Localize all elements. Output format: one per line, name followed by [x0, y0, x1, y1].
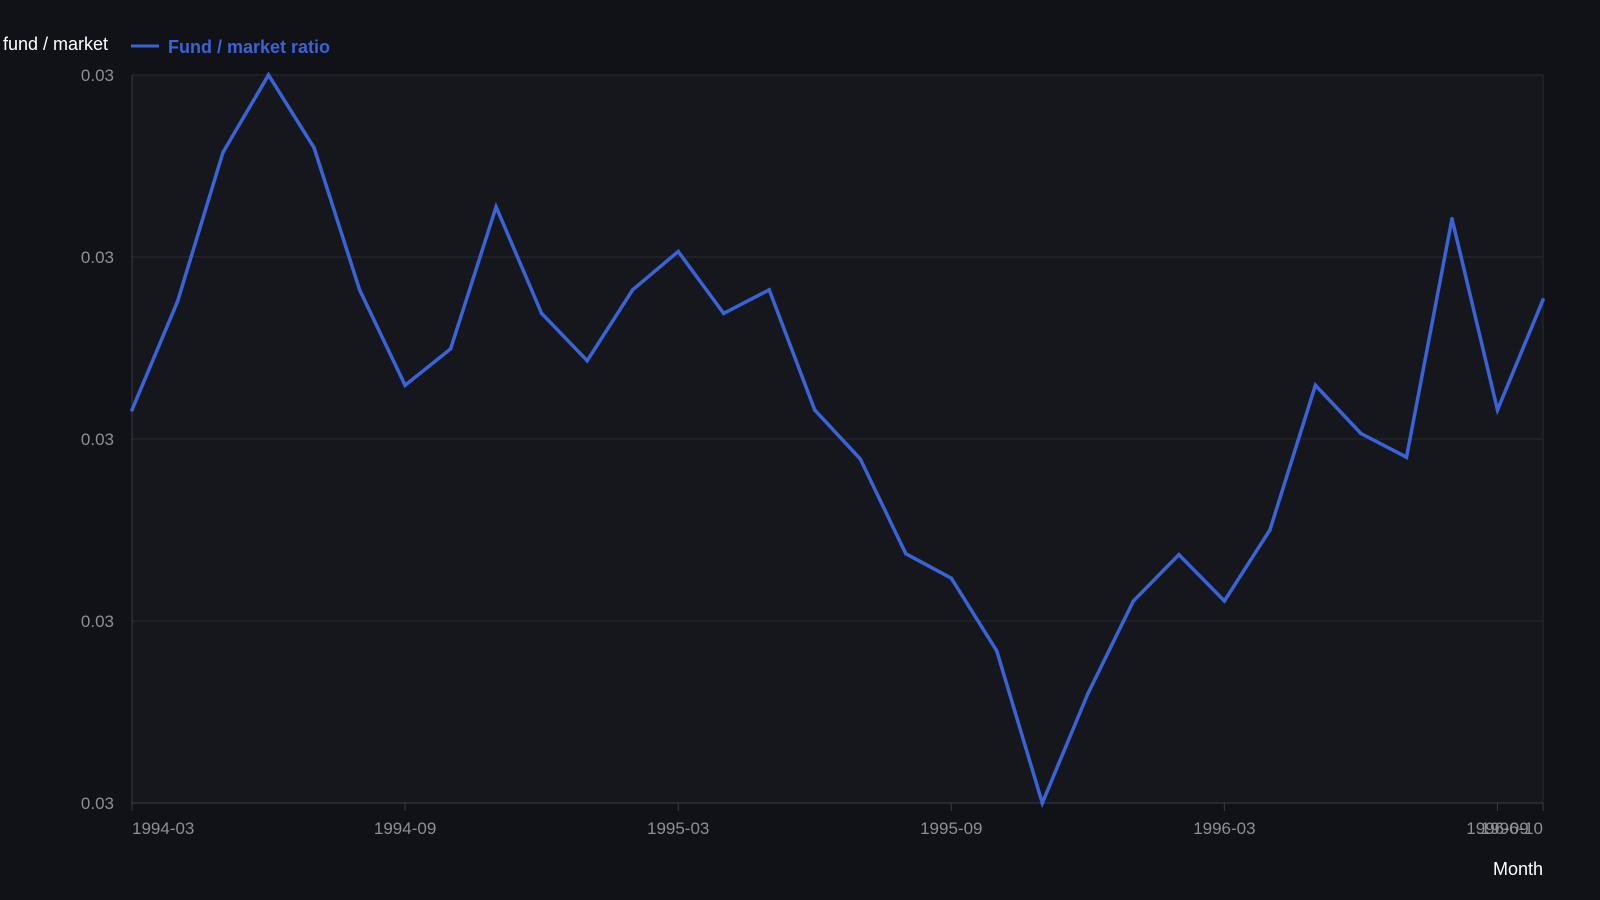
- series-layer: [130, 71, 1545, 809]
- data-point[interactable]: [1450, 217, 1454, 221]
- x-tick-label: 1996-10: [1481, 819, 1543, 838]
- data-point[interactable]: [1131, 599, 1136, 603]
- data-point[interactable]: [1086, 692, 1090, 696]
- y-tick-label: 0.03: [81, 612, 114, 631]
- data-point[interactable]: [995, 649, 999, 653]
- y-tick-label: 0.03: [81, 248, 114, 267]
- data-point[interactable]: [812, 408, 817, 412]
- data-point[interactable]: [1404, 455, 1409, 460]
- data-point[interactable]: [130, 408, 134, 412]
- data-point[interactable]: [630, 288, 635, 292]
- data-point[interactable]: [1040, 801, 1045, 805]
- data-point[interactable]: [403, 383, 407, 388]
- data-point[interactable]: [1541, 298, 1545, 302]
- data-point[interactable]: [175, 299, 180, 304]
- y-tick-label: 0.03: [81, 66, 114, 85]
- data-point[interactable]: [1177, 552, 1181, 557]
- data-point[interactable]: [539, 311, 544, 316]
- data-point[interactable]: [357, 288, 362, 292]
- x-tick-label: 1994-09: [374, 819, 436, 838]
- series-line[interactable]: [130, 71, 1545, 809]
- data-point[interactable]: [676, 249, 680, 254]
- data-point[interactable]: [858, 457, 863, 461]
- data-point[interactable]: [312, 146, 316, 150]
- x-tick-label: 1996-03: [1193, 819, 1255, 838]
- y-axis-ticks: 0.03 0.03 0.03 0.03 0.03: [81, 66, 114, 813]
- data-point[interactable]: [1268, 528, 1272, 532]
- axes: [131, 75, 1544, 804]
- x-tick-label: 1996-09: [1466, 819, 1528, 838]
- data-point[interactable]: [448, 347, 453, 351]
- x-axis-ticks: 1994-03 1994-09 1995-03 1995-09 1996-03 1996-…: [131, 803, 1544, 838]
- data-point[interactable]: [585, 358, 589, 363]
- data-point[interactable]: [1313, 383, 1318, 388]
- data-point[interactable]: [767, 288, 771, 292]
- data-point[interactable]: [949, 576, 954, 580]
- y-axis-label: fund / market: [3, 34, 108, 54]
- legend-entry[interactable]: Fund / market ratio: [168, 37, 330, 57]
- data-point[interactable]: [494, 205, 498, 209]
- data-point[interactable]: [1222, 599, 1227, 603]
- data-point[interactable]: [904, 551, 908, 556]
- data-point[interactable]: [721, 311, 726, 316]
- data-point[interactable]: [221, 150, 225, 155]
- data-point[interactable]: [1359, 431, 1363, 436]
- x-tick-label: 1994-03: [132, 819, 194, 838]
- x-tick-label: 1995-09: [920, 819, 982, 838]
- y-tick-label: 0.03: [81, 794, 114, 813]
- data-point[interactable]: [266, 73, 271, 77]
- x-axis-label: Month: [1493, 859, 1543, 879]
- y-tick-label: 0.03: [81, 430, 114, 449]
- x-tick-label: 1995-03: [647, 819, 709, 838]
- data-point[interactable]: [1495, 408, 1500, 412]
- legend[interactable]: Fund / market ratio: [131, 37, 330, 57]
